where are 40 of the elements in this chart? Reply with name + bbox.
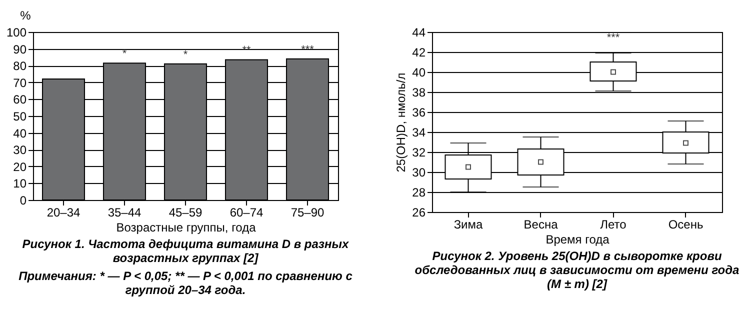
- y-tick-label: 50: [13, 110, 27, 124]
- y-tick-label: 10: [13, 176, 27, 191]
- y-tick-label: 38: [412, 86, 426, 100]
- x-axis-title: Возрастные группы, года: [116, 220, 256, 234]
- x-tick-label: 20–34: [46, 206, 81, 220]
- x-axis-title: Время года: [546, 232, 610, 246]
- y-tick-label: 90: [13, 42, 27, 56]
- x-tick-label: 75–90: [290, 206, 325, 220]
- text: Примечания: * — P < 0,05; ** — P < 0,001 по сравнению с группой 20–34 года.: [18, 269, 353, 297]
- y-axis-title: %: [20, 8, 32, 22]
- y-tick-label: 30: [13, 143, 27, 158]
- text: Рисунок 1. Частота дефицита витамина D в разных возрастных группах [2]: [22, 237, 350, 265]
- annotation: ***: [606, 32, 620, 44]
- y-tick-label: 28: [412, 186, 426, 200]
- y-tick-label: 100: [6, 26, 27, 40]
- y-tick-label: 36: [412, 106, 426, 120]
- y-tick-label: 40: [412, 66, 426, 80]
- text: Рисунок 2. Уровень 25(OH)D в сыворотке крови обследованных лиц в зависимости от времени года (M ± m) [2]: [414, 249, 740, 291]
- y-tick-label: 42: [412, 46, 426, 60]
- y-tick-label: 44: [412, 26, 426, 40]
- y-tick-label: 34: [412, 126, 426, 140]
- y-tick-label: 20: [13, 160, 27, 174]
- y-tick-label: 60: [13, 92, 27, 107]
- y-tick-label: 30: [412, 166, 426, 180]
- y-tick-label: 70: [13, 76, 27, 90]
- y-tick-label: 0: [20, 194, 27, 208]
- annotation: *: [183, 48, 188, 61]
- y-tick-label: 26: [412, 206, 426, 220]
- y-tick-label: 40: [13, 126, 27, 140]
- y-axis-title: 25(OH)D, нмоль/л: [394, 72, 408, 172]
- x-tick-label: Осень: [668, 218, 704, 232]
- x-tick-label: 35–44: [108, 206, 142, 220]
- x-tick-label: 60–74: [230, 206, 264, 220]
- y-tick-label: 80: [13, 59, 27, 74]
- y-tick-label: 32: [412, 146, 426, 160]
- x-tick-label: Лето: [600, 218, 627, 232]
- x-tick-label: Зима: [454, 218, 484, 232]
- annotation: *: [122, 48, 128, 60]
- x-tick-label: Весна: [524, 218, 558, 232]
- x-tick-label: 45–59: [168, 206, 203, 220]
